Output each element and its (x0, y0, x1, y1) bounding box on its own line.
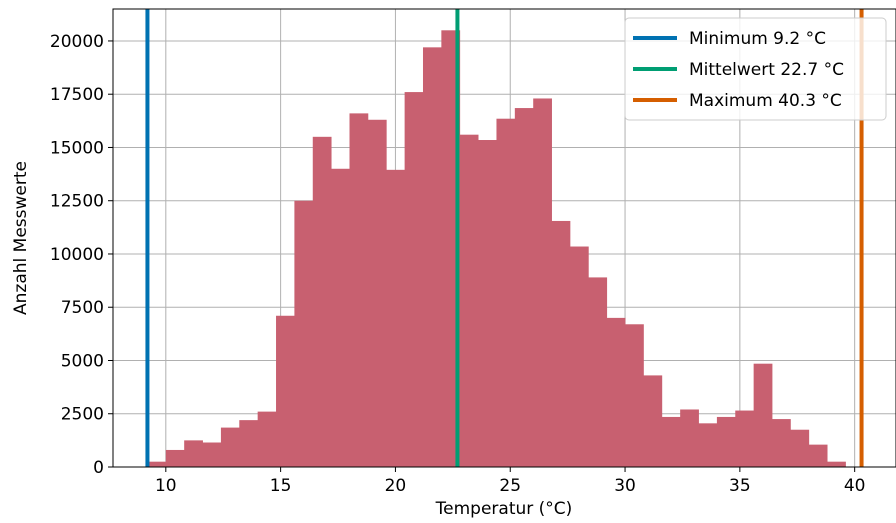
histogram-bar (790, 429, 810, 467)
histogram-bars (147, 30, 846, 468)
x-tick-label: 40 (844, 476, 866, 496)
legend-label: Maximum 40.3 °C (689, 91, 842, 111)
x-tick-label: 20 (385, 476, 407, 496)
histogram-bar (716, 416, 736, 467)
x-tick-label: 35 (729, 476, 751, 496)
x-tick-label: 15 (270, 476, 292, 496)
histogram-bar (294, 200, 314, 467)
x-axis-label: Temperatur (°C) (435, 499, 573, 519)
histogram-bar (257, 411, 277, 467)
y-tick-label: 15000 (50, 138, 104, 158)
histogram-bar (220, 427, 240, 467)
histogram-bar (147, 461, 167, 467)
histogram-bar (735, 410, 755, 467)
histogram-bar (312, 136, 332, 467)
y-tick-label: 20000 (50, 32, 104, 52)
y-tick-label: 17500 (50, 85, 104, 105)
histogram-bar (808, 444, 828, 467)
histogram-bar (514, 108, 534, 467)
legend: Minimum 9.2 °C Mittelwert 22.7 °C Maximum … (624, 17, 887, 121)
histogram-bar (661, 416, 681, 467)
histogram-bar (459, 134, 479, 467)
x-axis-ticks: 10 15 20 25 30 35 40 (155, 467, 865, 496)
histogram-bar (698, 423, 718, 467)
histogram-bar (680, 409, 699, 467)
y-tick-label: 12500 (50, 192, 104, 212)
legend-label: Minimum 9.2 °C (689, 29, 826, 49)
histogram-bar (588, 277, 608, 467)
legend-box (624, 17, 887, 121)
histogram-bar (367, 119, 387, 467)
histogram-bar (551, 220, 571, 467)
y-axis-ticks: 0 2500 5000 7500 10000 12500 15000 17500 20000 (50, 32, 113, 478)
histogram-bar (772, 419, 791, 467)
histogram-bar (496, 118, 516, 468)
y-axis-label: Anzahl Messwerte (11, 161, 31, 315)
histogram-bar (349, 113, 369, 467)
histogram-bar (165, 449, 185, 467)
histogram-bar (276, 315, 295, 467)
y-tick-label: 2500 (61, 405, 104, 425)
histogram-bar (753, 363, 773, 467)
y-tick-label: 10000 (50, 245, 104, 265)
histogram-bar (827, 461, 846, 467)
histogram-bar (239, 420, 259, 467)
histogram-bar (202, 442, 222, 467)
histogram-bar (625, 324, 644, 467)
histogram-bar (569, 246, 589, 467)
y-tick-label: 7500 (61, 298, 104, 318)
histogram-bar (404, 92, 424, 467)
x-tick-label: 30 (614, 476, 636, 496)
x-tick-label: 25 (499, 476, 521, 496)
histogram-bar (606, 317, 626, 467)
y-tick-label: 5000 (61, 351, 104, 371)
histogram-bar (184, 440, 203, 467)
plot-frame (112, 8, 896, 468)
y-tick-label: 0 (93, 458, 104, 478)
histogram-bar (533, 98, 552, 468)
legend-label: Mittelwert 22.7 °C (689, 60, 844, 80)
histogram-bar (478, 140, 497, 467)
x-tick-label: 10 (155, 476, 177, 496)
histogram-bar (643, 375, 663, 467)
histogram-bar (331, 168, 350, 467)
histogram-bar (386, 169, 406, 467)
histogram-bar (422, 47, 442, 468)
